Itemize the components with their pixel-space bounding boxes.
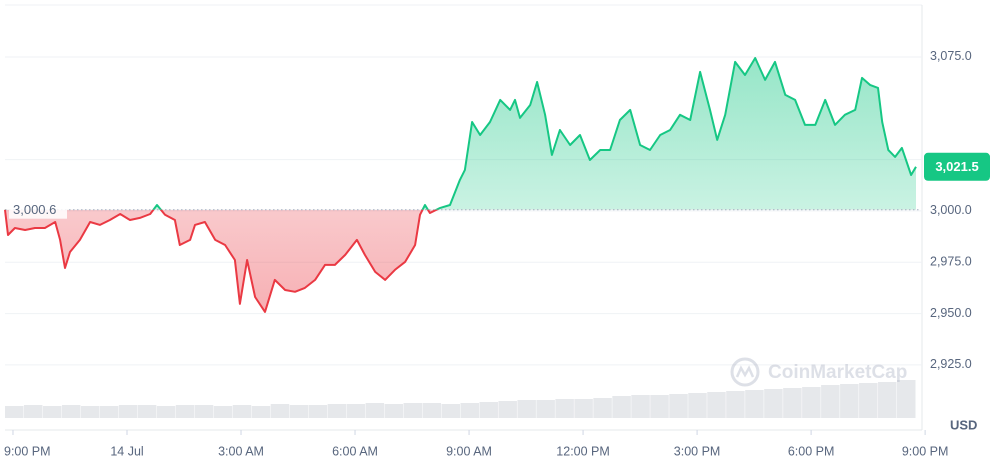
volume-bar [5,406,24,418]
x-tick-label: 6:00 AM [332,444,378,458]
volume-bar [232,405,252,418]
unit-label: USD [950,417,977,432]
volume-bar [137,405,157,418]
price-line-up [5,57,917,210]
last-price-label: 3,021.5 [935,159,978,174]
volume-bar [384,404,404,418]
volume-bar [897,380,916,418]
volume-bar [498,401,517,418]
watermark-logo [730,357,760,387]
volume-bar [612,396,631,418]
volume-bar [118,405,138,418]
volume [5,380,916,418]
y-tick-label: 3,075.0 [930,49,972,63]
volume-bar [764,389,783,418]
price-line-down [4,209,439,313]
volume-bar [517,400,536,418]
volume-bar [403,403,423,418]
volume-bar [175,405,195,418]
x-tick-label: 9:00 AM [446,444,492,458]
volume-bar [327,404,347,418]
y-tick-label: 3,000.0 [930,203,972,217]
volume-bar [441,404,460,418]
volume-bar [23,405,43,418]
volume-bar [555,399,574,418]
labels: 2,925.02,950.02,975.03,000.03,050.03,075… [4,49,990,458]
volume-bar [42,406,62,418]
volume-bar [346,404,366,418]
volume-bar [194,405,214,418]
x-tick-label: 14 Jul [110,444,143,458]
baseline-label-bg [9,200,67,219]
volume-bar [726,391,745,418]
volume-bar [631,395,650,418]
volume-bar [840,384,859,418]
volume-bar [289,405,309,418]
area-up [5,58,916,210]
volume-bar [593,398,612,418]
volume-bar [61,405,81,418]
watermark: CoinMarketCap [730,357,907,387]
y-tick-label: 2,950.0 [930,306,972,320]
volume-bar [479,402,498,418]
volume-bar [99,406,119,418]
volume-bar [745,390,764,418]
volume-bar [460,403,479,418]
volume-bar [859,383,878,418]
x-tick-label: 6:00 PM [788,444,835,458]
last-price-tag [924,152,990,181]
volume-bar [650,395,669,418]
volume-bar [536,400,555,418]
volume-bar [270,404,290,418]
volume-bar [80,406,100,418]
volume-bar [802,387,821,418]
y-tick-label: 2,975.0 [930,255,972,269]
volume-bar [365,403,385,418]
area-down [5,209,437,312]
volume-bar [878,382,897,418]
volume-bar [251,406,271,418]
x-tick-label: 12:00 PM [556,444,610,458]
lines [4,57,920,313]
volume-bar [688,393,707,418]
x-tick-label: 3:00 AM [218,444,264,458]
volume-bar [783,388,802,418]
x-tick-label: 3:00 PM [674,444,721,458]
volume-bar [422,403,442,418]
volume-bar [574,399,593,418]
watermark-logo-mark [735,365,755,378]
x-tick-label: 9:00 PM [4,444,51,458]
volume-bar [308,405,328,418]
watermark-text: CoinMarketCap [768,362,907,383]
grid [5,56,926,435]
y-tick-label: 2,925.0 [930,357,972,371]
volume-bar [707,392,726,418]
volume-bar [213,406,233,418]
baseline-label: 3,000.6 [13,202,56,217]
areas [5,58,916,312]
volume-bar [821,385,840,418]
x-tick-label: 9:00 PM [902,444,949,458]
volume-bar [156,406,176,418]
volume-bar [669,394,688,418]
